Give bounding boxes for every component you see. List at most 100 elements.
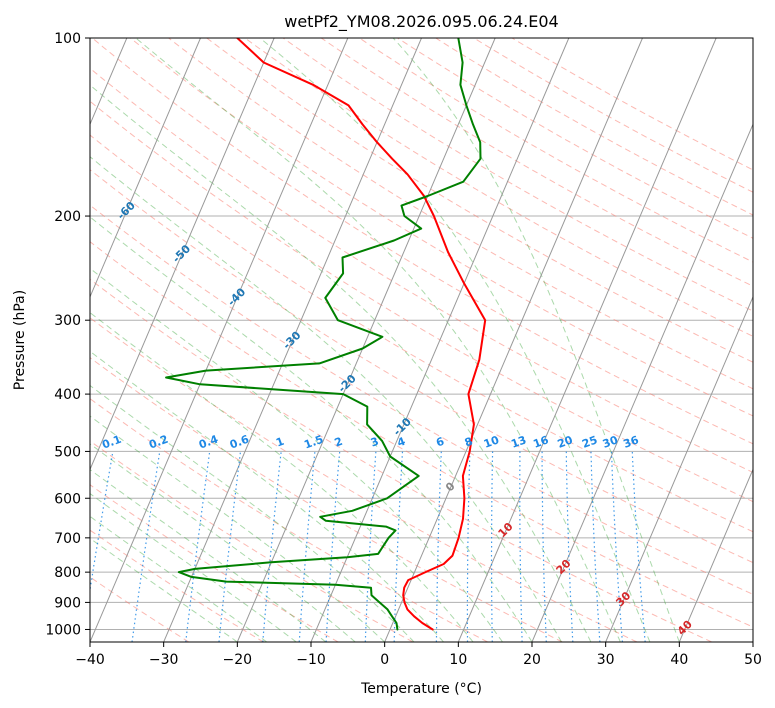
y-tick-label: 1000 bbox=[45, 622, 81, 638]
mixing-ratio-line bbox=[610, 451, 623, 642]
grid-lines bbox=[90, 38, 753, 630]
y-tick-label: 700 bbox=[54, 531, 81, 547]
moist-adiabat-line bbox=[90, 216, 533, 642]
moist-adiabat-line bbox=[90, 384, 415, 642]
sounding-series bbox=[165, 38, 487, 631]
mixing-ratio-label: 13 bbox=[509, 433, 528, 450]
isotherm-label: 0 bbox=[443, 479, 458, 494]
moist-adiabat-line bbox=[90, 312, 474, 642]
mixing-ratio-label: 4 bbox=[395, 435, 407, 450]
isotherm-label: -50 bbox=[170, 242, 193, 265]
y-tick-label: 200 bbox=[54, 209, 81, 225]
moist-adiabat-line bbox=[90, 84, 592, 642]
mixing-ratio-label: 0.4 bbox=[197, 433, 220, 452]
dry-adiabat-line bbox=[90, 357, 563, 642]
isotherm-label: 40 bbox=[675, 618, 695, 638]
dry-adiabat-line bbox=[206, 38, 753, 363]
y-tick-label: 900 bbox=[54, 595, 81, 611]
mixing-ratio-label: 8 bbox=[463, 435, 475, 450]
y-tick-label: 400 bbox=[54, 387, 81, 403]
dry-adiabat-line bbox=[130, 38, 753, 417]
dry-adiabat-line bbox=[435, 38, 753, 216]
mixing-ratio-line bbox=[631, 451, 646, 642]
isotherm-label: -60 bbox=[115, 199, 138, 222]
mixing-ratio-line bbox=[218, 451, 242, 642]
mixing-ratio-line bbox=[298, 451, 316, 642]
dry-adiabat-line bbox=[244, 38, 753, 337]
moist-adiabat-line bbox=[90, 515, 268, 642]
mixing-ratio-line bbox=[185, 451, 211, 642]
moist-adiabat-line bbox=[90, 267, 503, 642]
mixing-ratio-label: 1 bbox=[274, 435, 286, 450]
moist-adiabat-line bbox=[392, 38, 680, 642]
mixing-ratio-label: 1.5 bbox=[302, 433, 325, 452]
moist-adiabat-line bbox=[135, 38, 621, 642]
isotherm-line bbox=[163, 38, 422, 642]
dry-adiabat-line bbox=[90, 398, 488, 642]
chart-title: wetPf2_YM08.2026.095.06.24.E04 bbox=[284, 12, 558, 32]
moist-adiabat-line bbox=[90, 415, 386, 642]
mixing-ratio-label: 6 bbox=[434, 435, 446, 450]
isotherm-label: -40 bbox=[225, 285, 248, 308]
dry-adiabat-line bbox=[282, 38, 753, 312]
moist-adiabat-line bbox=[90, 156, 562, 642]
mixing-ratio-line bbox=[393, 451, 404, 642]
isotherm-label: 10 bbox=[496, 520, 516, 540]
x-tick-label: 10 bbox=[449, 652, 467, 668]
x-tick-label: 20 bbox=[523, 652, 541, 668]
mixing-ratio-line bbox=[435, 451, 442, 642]
x-tick-label: −30 bbox=[149, 652, 179, 668]
x-tick-label: −10 bbox=[296, 652, 326, 668]
isotherm-line bbox=[457, 38, 717, 642]
dry-adiabat-line bbox=[90, 241, 753, 628]
mixing-ratio-line bbox=[541, 451, 547, 642]
dry-adiabat-line bbox=[90, 67, 753, 473]
isotherms bbox=[90, 38, 753, 642]
mixing-ratio-label: 16 bbox=[531, 433, 550, 451]
moist-adiabat-line bbox=[259, 38, 651, 642]
x-tick-label: 40 bbox=[670, 652, 688, 668]
mixing-ratio-line bbox=[519, 451, 523, 642]
isotherm-line bbox=[384, 38, 643, 642]
isotherm-line bbox=[678, 468, 753, 642]
moist-adiabat-line bbox=[90, 443, 356, 642]
x-tick-label: 30 bbox=[597, 652, 615, 668]
y-tick-label: 600 bbox=[54, 491, 81, 507]
dry-adiabat-line bbox=[90, 576, 190, 642]
moist-adiabat-line bbox=[90, 492, 297, 642]
dry-adiabat-line bbox=[90, 484, 339, 642]
y-axis-ticks: 100 200 300 400 500 600 700 800 900 1000 bbox=[45, 31, 90, 638]
y-tick-label: 300 bbox=[54, 313, 81, 329]
isotherm-line bbox=[90, 38, 201, 299]
y-tick-label: 100 bbox=[54, 31, 81, 47]
mixing-ratio-label: 20 bbox=[556, 433, 575, 451]
isotherm-label: -80 bbox=[4, 112, 27, 135]
dry-adiabat-line bbox=[359, 38, 753, 263]
x-axis-label: Temperature (°C) bbox=[360, 681, 482, 697]
dry-adiabat-line bbox=[168, 38, 753, 390]
x-tick-label: 0 bbox=[380, 652, 389, 668]
moist-adiabat-line bbox=[90, 350, 444, 642]
moist-adiabat-line bbox=[90, 468, 327, 642]
x-tick-label: −40 bbox=[75, 652, 105, 668]
dry-adiabat-line bbox=[90, 440, 414, 642]
moist-adiabat-line bbox=[90, 537, 238, 642]
temperature-profile-line bbox=[236, 38, 487, 631]
mixing-ratio-label: 25 bbox=[580, 433, 599, 450]
mixing-ratio-label: 2 bbox=[333, 435, 345, 450]
dry-adiabat-line bbox=[90, 169, 753, 564]
dry-adiabat-line bbox=[91, 38, 753, 445]
isotherm-line bbox=[90, 38, 349, 642]
isotherm-line bbox=[236, 38, 496, 642]
plot-area: 0.10.20.40.611.52346810131620253036-100-… bbox=[4, 38, 753, 642]
dry-adiabat-line bbox=[90, 204, 753, 595]
mixing-ratio-label: 30 bbox=[601, 433, 620, 451]
mixing-ratio-line bbox=[466, 451, 471, 642]
y-tick-label: 800 bbox=[54, 565, 81, 581]
isotherm-label: 20 bbox=[554, 557, 574, 577]
dewpoint-profile-line bbox=[165, 38, 482, 631]
isotherm-label: -30 bbox=[280, 328, 303, 351]
isotherm-line bbox=[752, 640, 753, 642]
mixing-ratio-line bbox=[90, 451, 114, 594]
